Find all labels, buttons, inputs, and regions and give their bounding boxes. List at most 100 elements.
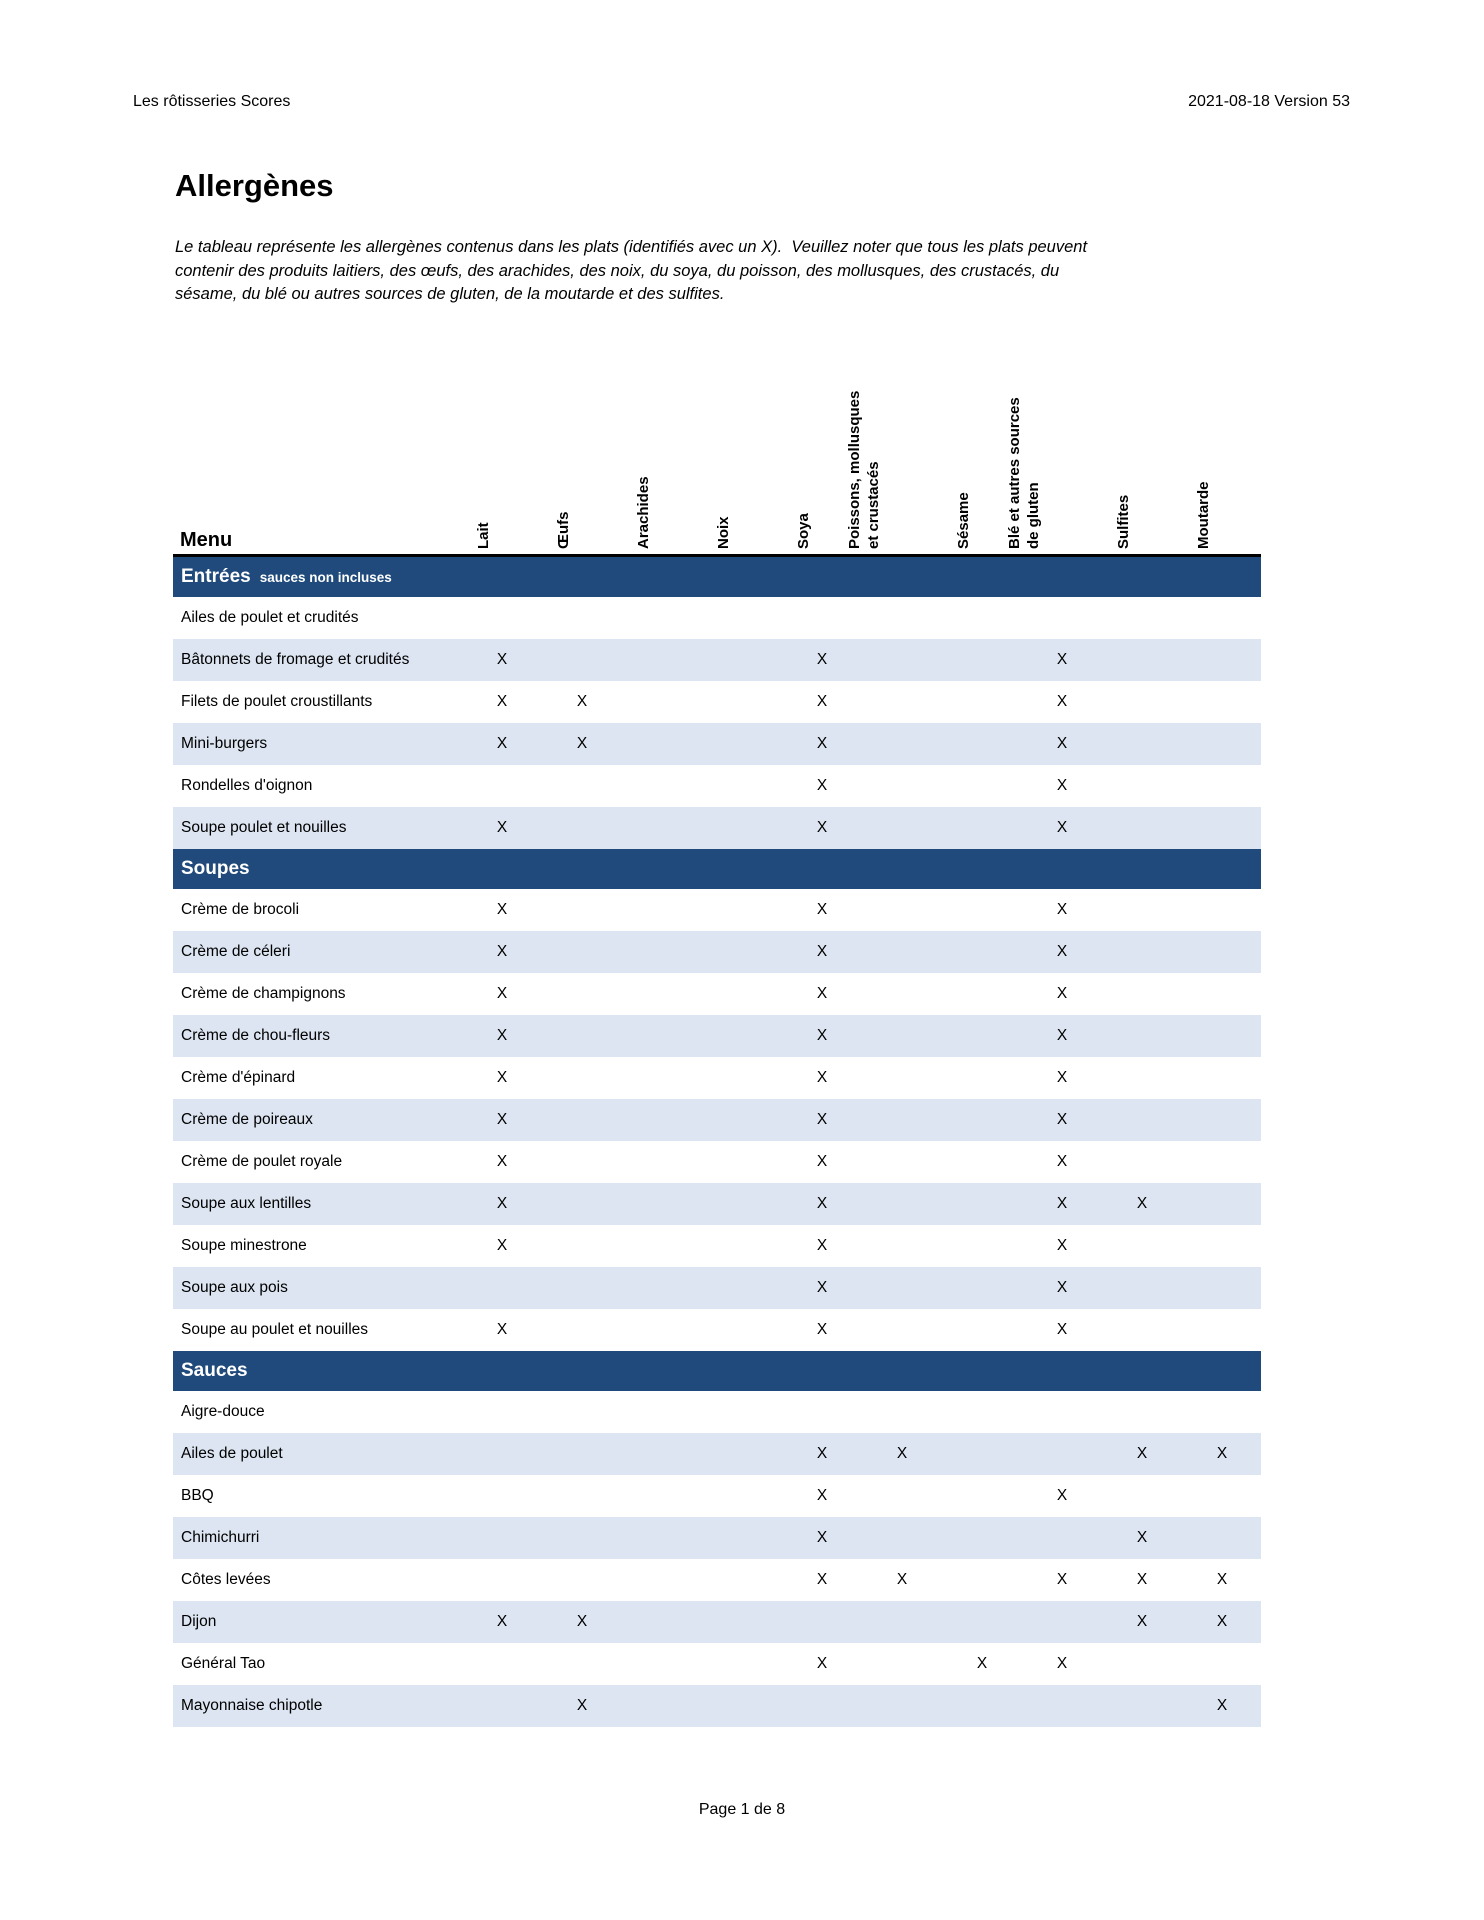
column-header-arachides: Arachides bbox=[634, 476, 652, 549]
row-label: Crème de brocoli bbox=[181, 901, 300, 918]
allergen-mark-soya: X bbox=[816, 651, 828, 668]
section-band-1: Entrées sauces non incluses bbox=[173, 557, 1261, 597]
table-body: Entrées sauces non incluses Ailes de poule… bbox=[173, 557, 1261, 1727]
row-label: Aigre-douce bbox=[181, 1403, 265, 1420]
allergen-mark-lait: X bbox=[496, 693, 508, 710]
allergen-mark-sulfites: X bbox=[1136, 1529, 1148, 1546]
allergen-mark-moutarde: X bbox=[1216, 1445, 1228, 1462]
allergen-mark-ble: X bbox=[1056, 1111, 1068, 1128]
allergen-mark-soya: X bbox=[816, 1027, 828, 1044]
allergen-mark-sulfites: X bbox=[1136, 1445, 1148, 1462]
allergen-mark-ble: X bbox=[1056, 943, 1068, 960]
allergen-mark-soya: X bbox=[816, 693, 828, 710]
row-label: Bâtonnets de fromage et crudités bbox=[181, 651, 410, 668]
allergen-mark-oeufs: X bbox=[576, 1613, 588, 1630]
menu-row: BBQ X X bbox=[173, 1475, 1261, 1517]
row-label: Soupe au poulet et nouilles bbox=[181, 1321, 369, 1338]
section-title: Soupes bbox=[181, 858, 250, 879]
allergen-mark-soya: X bbox=[816, 943, 828, 960]
section-subtitle: sauces non incluses bbox=[259, 570, 392, 585]
row-label: Mayonnaise chipotle bbox=[181, 1697, 323, 1714]
allergen-mark-lait: X bbox=[496, 1111, 508, 1128]
allergen-mark-soya: X bbox=[816, 1321, 828, 1338]
menu-row: Rondelles d'oignon X X bbox=[173, 765, 1261, 807]
allergen-mark-ble: X bbox=[1056, 735, 1068, 752]
allergen-mark-lait: X bbox=[496, 1321, 508, 1338]
allergen-mark-soya: X bbox=[816, 1445, 828, 1462]
row-label: Général Tao bbox=[181, 1655, 266, 1672]
allergen-mark-lait: X bbox=[496, 819, 508, 836]
allergen-mark-soya: X bbox=[816, 1069, 828, 1086]
allergen-mark-oeufs: X bbox=[576, 735, 588, 752]
menu-row: Crème de poulet royale X X X bbox=[173, 1141, 1261, 1183]
allergen-mark-soya: X bbox=[816, 901, 828, 918]
section-band-3: Sauces bbox=[173, 1351, 1261, 1391]
menu-row: Côtes levées X X X X X bbox=[173, 1559, 1261, 1601]
column-header-poissons: Poissons, mollusques et crustacés bbox=[846, 390, 882, 549]
allergen-mark-poissons: X bbox=[896, 1445, 908, 1462]
allergen-mark-sesame: X bbox=[976, 1655, 988, 1672]
row-label: Dijon bbox=[181, 1613, 217, 1630]
allergen-mark-moutarde: X bbox=[1216, 1571, 1228, 1588]
page-footer: Page 1 de 8 bbox=[698, 1801, 786, 1818]
menu-row: Crème de poireaux X X X bbox=[173, 1099, 1261, 1141]
allergen-mark-lait: X bbox=[496, 1027, 508, 1044]
section-band-2: Soupes bbox=[173, 849, 1261, 889]
section-title: Entrées bbox=[181, 566, 251, 587]
table-header: Menu Lait Œufs Arachides Noix Soya Poissons, … bbox=[173, 280, 1261, 554]
allergen-mark-soya: X bbox=[816, 1111, 828, 1128]
allergen-mark-ble: X bbox=[1056, 1321, 1068, 1338]
allergen-mark-ble: X bbox=[1056, 819, 1068, 836]
allergen-mark-sulfites: X bbox=[1136, 1571, 1148, 1588]
allergen-mark-ble: X bbox=[1056, 901, 1068, 918]
menu-row: Mayonnaise chipotle X X bbox=[173, 1685, 1261, 1727]
row-label: Mini-burgers bbox=[181, 735, 268, 752]
allergen-mark-ble: X bbox=[1056, 985, 1068, 1002]
allergen-mark-ble: X bbox=[1056, 1027, 1068, 1044]
menu-row: Mini-burgers X X X X bbox=[173, 723, 1261, 765]
allergen-mark-ble: X bbox=[1056, 1069, 1068, 1086]
row-label: Soupe poulet et nouilles bbox=[181, 819, 347, 836]
allergen-mark-soya: X bbox=[816, 819, 828, 836]
allergen-mark-lait: X bbox=[496, 651, 508, 668]
column-header-oeufs: Œufs bbox=[554, 511, 572, 550]
allergen-mark-soya: X bbox=[816, 1571, 828, 1588]
allergen-mark-poissons: X bbox=[896, 1571, 908, 1588]
menu-row: Chimichurri X X bbox=[173, 1517, 1261, 1559]
column-header-noix: Noix bbox=[714, 516, 732, 549]
menu-row: Soupe aux pois X X bbox=[173, 1267, 1261, 1309]
allergen-mark-lait: X bbox=[496, 985, 508, 1002]
row-label: Rondelles d'oignon bbox=[181, 777, 313, 794]
intro-paragraph: Le tableau représente les allergènes con… bbox=[175, 238, 1088, 303]
row-label: Crème de chou-fleurs bbox=[181, 1027, 331, 1044]
row-label: Crème de champignons bbox=[181, 985, 346, 1002]
allergen-mark-sulfites: X bbox=[1136, 1613, 1148, 1630]
menu-column-header: Menu bbox=[180, 529, 233, 551]
allergen-mark-soya: X bbox=[816, 777, 828, 794]
allergen-mark-soya: X bbox=[816, 735, 828, 752]
menu-row: Ailes de poulet X X X X bbox=[173, 1433, 1261, 1475]
row-label: Soupe minestrone bbox=[181, 1237, 307, 1254]
menu-row: Dijon X X X X bbox=[173, 1601, 1261, 1643]
menu-row: Bâtonnets de fromage et crudités X X X bbox=[173, 639, 1261, 681]
row-label: Crème de poulet royale bbox=[181, 1153, 343, 1170]
menu-row: Filets de poulet croustillants X X X X bbox=[173, 681, 1261, 723]
allergen-mark-ble: X bbox=[1056, 1571, 1068, 1588]
allergen-mark-soya: X bbox=[816, 1237, 828, 1254]
allergen-mark-moutarde: X bbox=[1216, 1697, 1228, 1714]
menu-row: Crème d'épinard X X X bbox=[173, 1057, 1261, 1099]
allergen-mark-soya: X bbox=[816, 1529, 828, 1546]
allergen-mark-ble: X bbox=[1056, 1487, 1068, 1504]
allergen-mark-soya: X bbox=[816, 1487, 828, 1504]
column-header-lait: Lait bbox=[474, 522, 492, 549]
allergen-mark-lait: X bbox=[496, 901, 508, 918]
page-title: Allergènes bbox=[175, 168, 334, 203]
allergen-mark-soya: X bbox=[816, 1153, 828, 1170]
allergen-mark-moutarde: X bbox=[1216, 1613, 1228, 1630]
section-title: Sauces bbox=[181, 1360, 248, 1381]
menu-row: Général Tao X X X bbox=[173, 1643, 1261, 1685]
menu-row: Soupe poulet et nouilles X X X bbox=[173, 807, 1261, 849]
row-label: Crème de céleri bbox=[181, 943, 291, 960]
allergen-mark-ble: X bbox=[1056, 1153, 1068, 1170]
row-label: Soupe aux lentilles bbox=[181, 1195, 312, 1212]
